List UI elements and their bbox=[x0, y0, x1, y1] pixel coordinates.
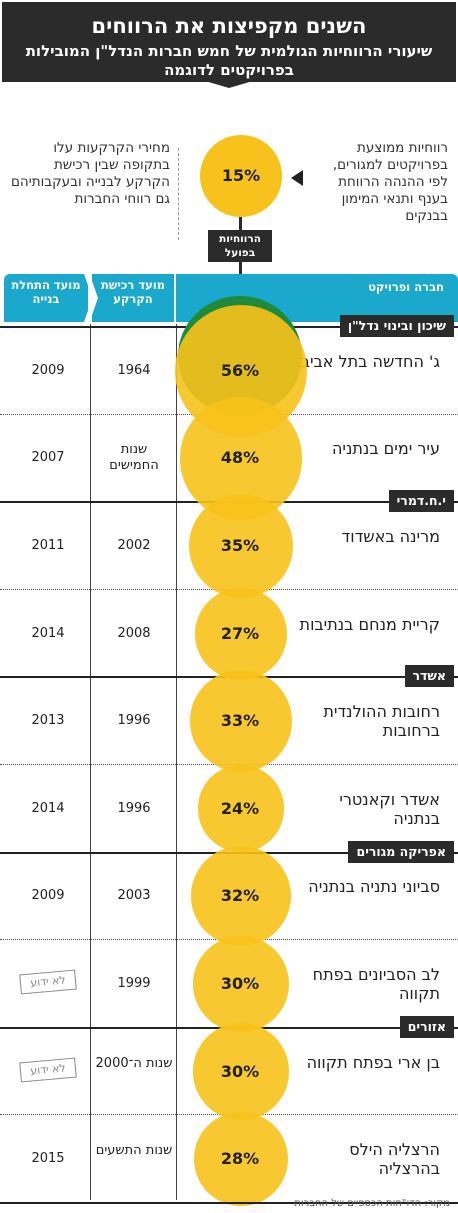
unknown-stamp: לא ידוע bbox=[19, 969, 77, 995]
land-purchase-value: שנות ה־2000 bbox=[95, 1055, 173, 1071]
header-construction-start: מועד התחלת בנייה bbox=[4, 274, 88, 322]
header-land-purchase: מועד רכישת הקרקע bbox=[92, 274, 174, 322]
table-bottom-line bbox=[0, 1202, 458, 1204]
company-tag: י.ח.דמרי bbox=[388, 490, 454, 513]
average-bubble bbox=[200, 135, 282, 217]
company-tag: אשדר bbox=[404, 665, 454, 688]
land-purchase-value: שנות החמישים bbox=[109, 442, 159, 474]
construction-start-value: 2013 bbox=[31, 713, 65, 729]
project-name: עיר ימים בנתניה bbox=[331, 439, 440, 459]
column-divider-left bbox=[90, 324, 91, 1200]
company-tag: אפריקה מגורים bbox=[348, 840, 454, 863]
project-name: סביוני נתניה בנתניה bbox=[308, 877, 440, 897]
title-banner: השנים מקפיצות את הרווחים שיעורי הרווחיות… bbox=[2, 2, 456, 88]
project-name: מרינה באשדוד bbox=[341, 527, 440, 546]
land-purchase-value: 1964 bbox=[117, 362, 151, 378]
profit-bubble bbox=[190, 846, 292, 947]
profit-value: 56% bbox=[220, 360, 260, 380]
construction-start-value: 2014 bbox=[31, 625, 65, 641]
profit-bubble bbox=[197, 765, 285, 853]
project-name: אשדר וקאנטרי בנתניה bbox=[339, 789, 440, 828]
profit-value: 27% bbox=[220, 623, 260, 643]
unknown-stamp: לא ידוע bbox=[19, 1057, 77, 1082]
profit-value: 28% bbox=[220, 1149, 260, 1169]
profit-bubble bbox=[188, 493, 294, 599]
project-name: קריית מנחם בנתיבות bbox=[299, 614, 440, 634]
profit-bubble bbox=[190, 670, 292, 773]
project-name: לב הסביונים בפתח תקווה bbox=[312, 965, 440, 1003]
note-divider bbox=[178, 148, 179, 240]
construction-start-value: 2009 bbox=[31, 362, 65, 378]
source-note: מקור: הדו"חות הכספיים של החברות bbox=[294, 1198, 450, 1209]
project-name: הרצליה הילס בהרצליה bbox=[349, 1140, 440, 1179]
land-purchase-value: 2008 bbox=[117, 625, 151, 641]
profit-bubble bbox=[192, 1023, 290, 1121]
construction-start-value: 2009 bbox=[31, 888, 65, 904]
profit-value: 30% bbox=[220, 1061, 260, 1081]
project-name: ג' החדשה בתל אביב bbox=[300, 351, 440, 371]
profit-bubble bbox=[192, 935, 290, 1033]
profit-bubble bbox=[194, 1112, 288, 1207]
profit-value: 35% bbox=[220, 536, 260, 555]
average-note: רווחיות ממוצעת בפרויקטים למגורים, לפי הה… bbox=[332, 140, 448, 224]
land-price-note: מחירי הקרקעות עלו בתקופה שבין רכישת הקרק… bbox=[10, 140, 170, 207]
company-tag: אזורים bbox=[399, 1015, 454, 1038]
project-name: רחובות ההולנדית ברחובות bbox=[323, 702, 440, 741]
profit-value: 30% bbox=[220, 974, 260, 993]
actual-profit-label: הרווחיות בפועל bbox=[208, 230, 272, 262]
construction-start-value: 2014 bbox=[31, 800, 65, 816]
project-name: בן ארי בפתח תקווה bbox=[306, 1052, 440, 1072]
chart-subtitle: שיעורי הרווחיות הגולמית של חמש חברות הנד… bbox=[25, 42, 433, 79]
land-purchase-value: שנות התשעים bbox=[95, 1143, 173, 1159]
column-divider-right bbox=[176, 324, 177, 1200]
land-purchase-value: 1996 bbox=[117, 713, 151, 729]
profit-value: 32% bbox=[220, 886, 260, 906]
land-purchase-value: 1999 bbox=[117, 976, 151, 991]
company-tag: שיכון ובינוי נדל"ן bbox=[339, 315, 454, 337]
profit-value: 24% bbox=[220, 798, 260, 818]
header-project-label: חברה ופרויקט bbox=[368, 280, 444, 294]
chart-title: השנים מקפיצות את הרווחים bbox=[91, 14, 367, 38]
pointer-triangle-icon bbox=[291, 170, 303, 186]
construction-start-value: 2011 bbox=[31, 538, 65, 553]
construction-start-value: 2007 bbox=[31, 450, 65, 466]
construction-start-value: 2015 bbox=[31, 1151, 65, 1167]
land-purchase-value: 1996 bbox=[117, 800, 151, 816]
profit-value: 33% bbox=[220, 711, 260, 731]
header-construction-start-label: מועד התחלת בנייה bbox=[11, 278, 81, 306]
average-value: 15% bbox=[221, 166, 261, 185]
profit-value: 48% bbox=[220, 448, 260, 468]
header-land-purchase-label: מועד רכישת הקרקע bbox=[100, 278, 166, 306]
profit-bubble bbox=[195, 587, 287, 680]
land-purchase-value: 2002 bbox=[117, 538, 151, 553]
land-purchase-value: 2003 bbox=[117, 888, 151, 904]
